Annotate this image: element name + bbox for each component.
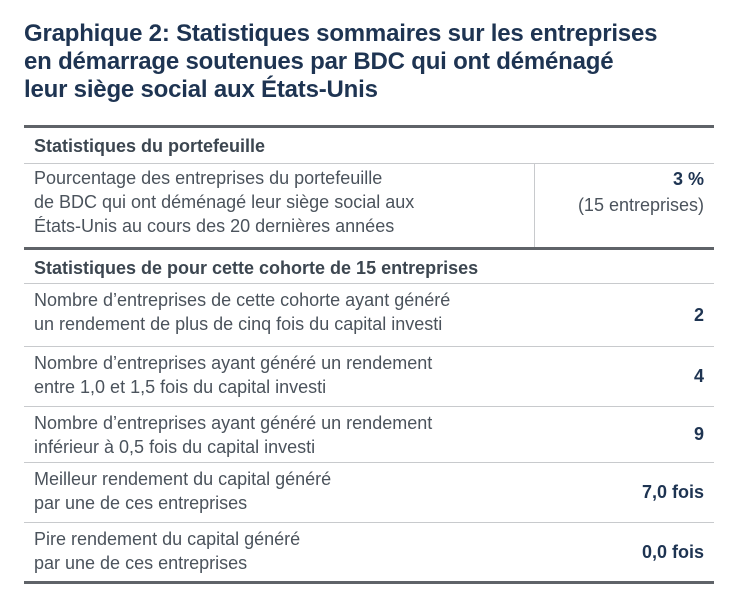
row-label: Pourcentage des entreprises du portefeui… xyxy=(24,164,534,247)
table-row: Meilleur rendement du capital généré par… xyxy=(24,463,714,523)
title-line-3: leur siège social aux États-Unis xyxy=(24,76,378,103)
page-title: Graphique 2: Statistiques sommaires sur … xyxy=(24,20,714,104)
row-label: Nombre d’entreprises ayant généré un ren… xyxy=(24,407,534,462)
row-label-line: par une de ces entreprises xyxy=(34,553,248,573)
row-value: 3 % (15 entreprises) xyxy=(534,164,714,247)
row-label-line: inférieur à 0,5 fois du capital investi xyxy=(34,437,316,457)
table-row: Pire rendement du capital généré par une… xyxy=(24,523,714,581)
row-label-line: Nombre d’entreprises ayant généré un ren… xyxy=(34,413,433,433)
row-label-line: Nombre d’entreprises de cette cohorte ay… xyxy=(34,290,451,310)
table-row: Pourcentage des entreprises du portefeui… xyxy=(24,164,714,247)
row-value: 4 xyxy=(693,366,704,386)
title-line-1: Graphique 2: Statistiques sommaires sur … xyxy=(24,20,658,47)
row-label-line: entre 1,0 et 1,5 fois du capital investi xyxy=(34,377,327,397)
cohort-section-heading: Statistiques de pour cette cohorte de 15… xyxy=(24,247,714,284)
row-label-line: Pire rendement du capital généré xyxy=(34,529,301,549)
row-value: 0,0 fois xyxy=(641,541,704,562)
statistics-table: Statistiques du portefeuille Pourcentage… xyxy=(24,125,714,584)
row-label-line: de BDC qui ont déménagé leur siège socia… xyxy=(34,192,415,212)
table-row: Nombre d’entreprises ayant généré un ren… xyxy=(24,407,714,463)
portfolio-section-heading: Statistiques du portefeuille xyxy=(24,128,714,164)
table-row: Nombre d’entreprises ayant généré un ren… xyxy=(24,347,714,407)
row-label-line: Pourcentage des entreprises du portefeui… xyxy=(34,168,383,188)
row-label-line: Nombre d’entreprises ayant généré un ren… xyxy=(34,353,433,373)
row-label-line: par une de ces entreprises xyxy=(34,493,248,513)
row-value: 2 xyxy=(693,304,704,325)
row-label: Meilleur rendement du capital généré par… xyxy=(24,463,534,522)
row-label-line: Meilleur rendement du capital généré xyxy=(34,469,332,489)
row-value-main: 3 % xyxy=(672,169,704,189)
row-value: 9 xyxy=(693,424,704,444)
row-label-line: États-Unis au cours des 20 dernières ann… xyxy=(34,216,395,236)
row-value-sub: (15 entreprises) xyxy=(577,195,704,215)
row-value: 7,0 fois xyxy=(641,482,704,502)
row-label: Nombre d’entreprises de cette cohorte ay… xyxy=(24,284,534,346)
row-label: Pire rendement du capital généré par une… xyxy=(24,523,534,581)
row-label: Nombre d’entreprises ayant généré un ren… xyxy=(24,347,534,406)
row-label-line: un rendement de plus de cinq fois du cap… xyxy=(34,314,443,334)
table-row: Nombre d’entreprises de cette cohorte ay… xyxy=(24,284,714,347)
title-line-2: en démarrage soutenues par BDC qui ont d… xyxy=(24,48,614,75)
